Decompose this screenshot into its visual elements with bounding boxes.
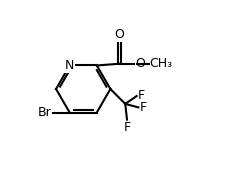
Text: O: O (114, 28, 124, 41)
Text: F: F (123, 121, 130, 134)
Text: F: F (139, 101, 146, 114)
Text: O: O (135, 57, 145, 70)
Text: N: N (65, 59, 74, 72)
Text: Br: Br (37, 106, 51, 119)
Text: F: F (137, 89, 144, 102)
Text: CH₃: CH₃ (149, 57, 172, 70)
